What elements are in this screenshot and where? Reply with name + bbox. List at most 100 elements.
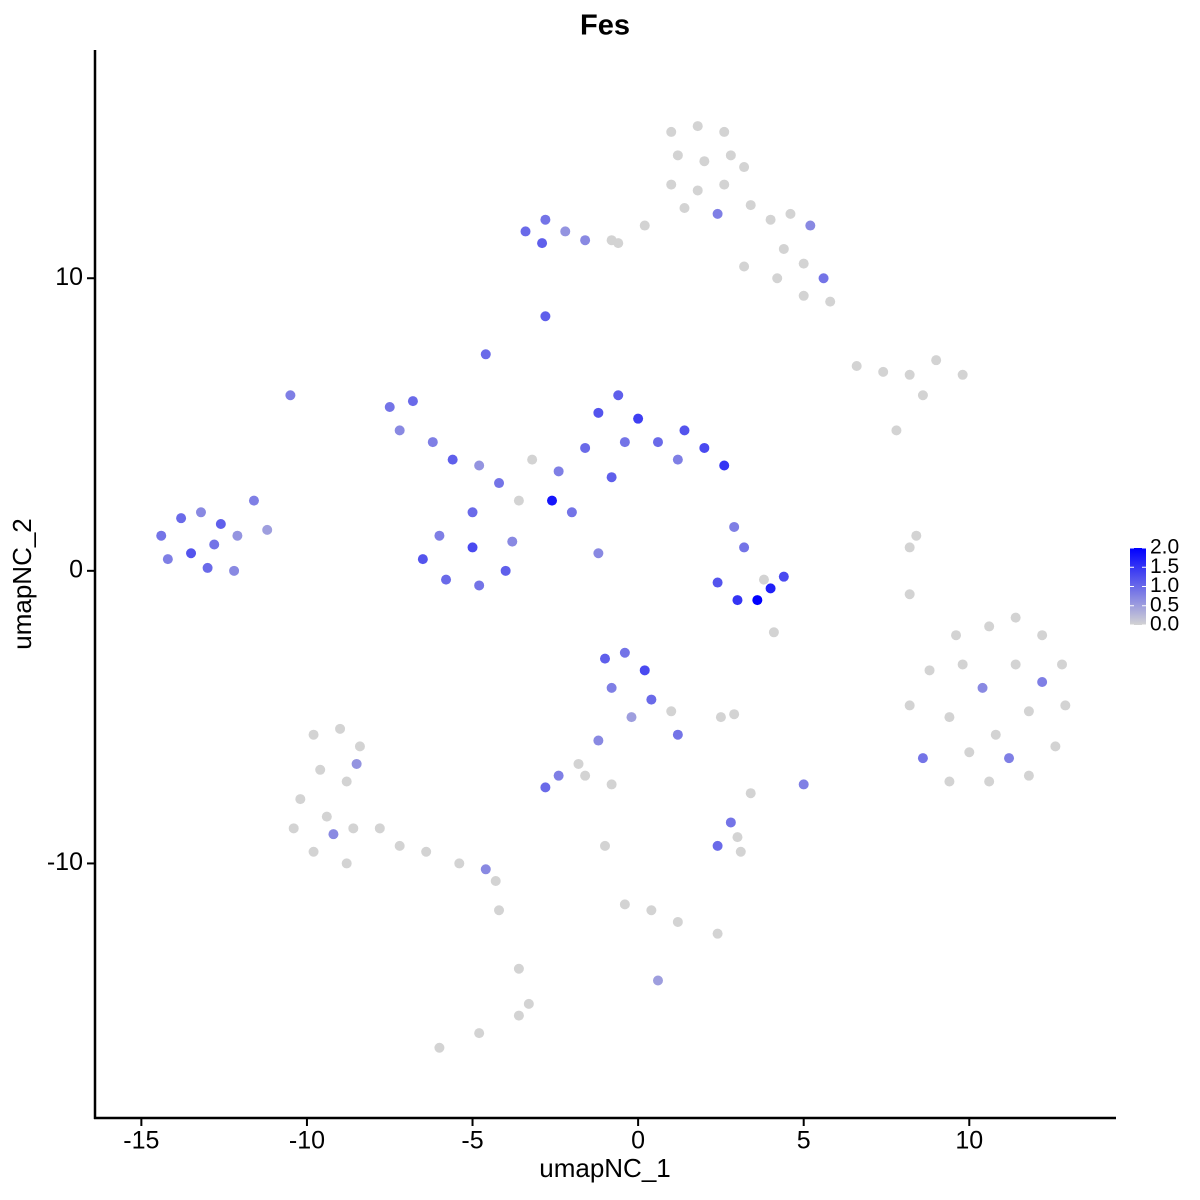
point [825,296,836,307]
colorbar-label: 0.0 [1150,613,1179,636]
point [335,723,346,734]
point [295,794,306,805]
x-tick-label: -15 [123,1127,159,1155]
point [633,413,644,424]
point [917,390,928,401]
point [931,355,942,366]
point [540,782,551,793]
point [417,554,428,565]
point [490,875,501,886]
point [719,460,730,471]
point [778,571,789,582]
point [467,507,478,518]
point [162,554,173,565]
point [573,758,584,769]
point [768,627,779,638]
point [712,208,723,219]
point [917,753,928,764]
point [957,369,968,380]
point [712,928,723,939]
point [474,460,485,471]
x-axis-label: umapNC_1 [539,1153,671,1183]
point [904,542,915,553]
point [944,712,955,723]
point [1023,770,1034,781]
point [1060,700,1071,711]
point [911,530,922,541]
point [341,858,352,869]
point [520,226,531,237]
point [606,235,617,246]
x-tick-label: 10 [955,1127,983,1155]
point [758,574,769,585]
point [321,811,332,822]
point [566,507,577,518]
point [593,407,604,418]
point [474,1028,485,1039]
point [666,179,677,190]
point [672,729,683,740]
point [964,747,975,758]
point [593,548,604,559]
point [715,712,726,723]
point [729,521,740,532]
point [735,846,746,857]
point [619,437,630,448]
point [891,425,902,436]
point [679,203,690,214]
point [1037,630,1048,641]
point [732,832,743,843]
point [537,238,548,249]
point [765,583,776,594]
point [639,665,650,676]
point [652,437,663,448]
point [513,1010,524,1021]
point [652,975,663,986]
colorbar-label: 1.5 [1150,555,1179,578]
x-tick-label: -5 [461,1127,483,1155]
point [1023,706,1034,717]
point [798,290,809,301]
point [818,273,829,284]
point [500,565,511,576]
point [626,712,637,723]
point [639,220,650,231]
point [739,542,750,553]
point [712,577,723,588]
point [494,905,505,916]
point [308,729,319,740]
point [752,595,763,606]
point [745,788,756,799]
point [739,261,750,272]
point [494,478,505,489]
point [262,524,273,535]
point [606,779,617,790]
point [427,437,438,448]
point [447,454,458,465]
point [646,694,657,705]
point [434,530,445,541]
y-axis-label: umapNC_2 [7,518,37,650]
point [924,665,935,676]
point [215,519,226,530]
point [699,442,710,453]
point [288,823,299,834]
point [176,513,187,524]
point [990,729,1001,740]
point [712,840,723,851]
point [745,200,756,211]
point [421,846,432,857]
point [441,574,452,585]
point [951,630,962,641]
point [547,495,558,506]
point [1057,659,1068,670]
point [593,735,604,746]
point [1037,677,1048,688]
point [619,647,630,658]
point [315,764,326,775]
point [285,390,296,401]
point [944,776,955,787]
point [248,495,259,506]
point [384,401,395,412]
point [156,530,167,541]
